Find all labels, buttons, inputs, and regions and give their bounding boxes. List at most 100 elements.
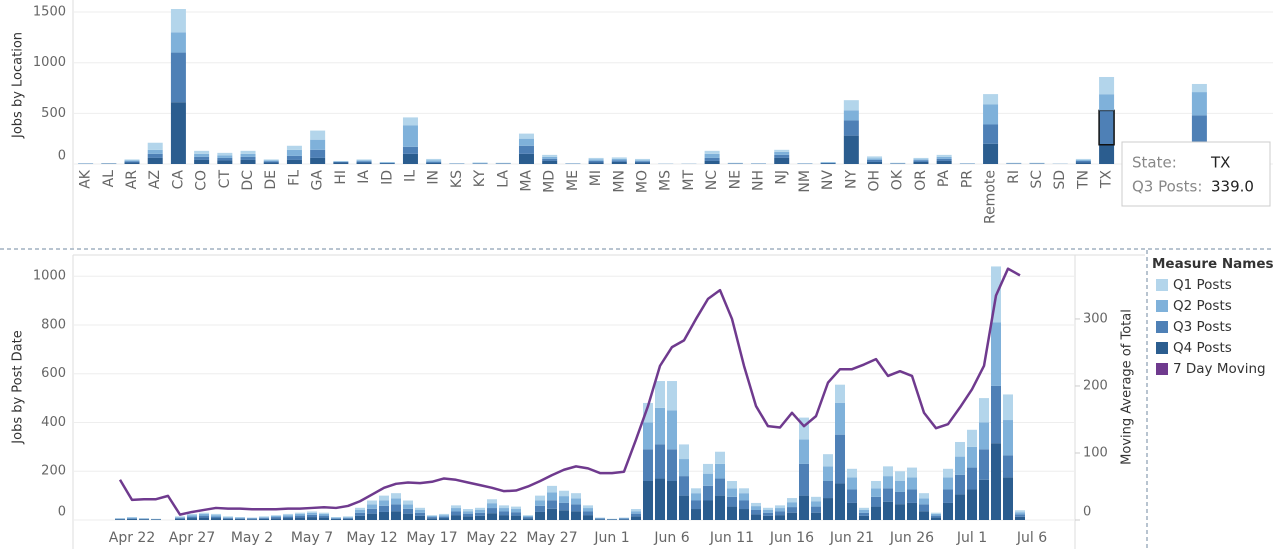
bar-segment — [523, 515, 533, 516]
bar-segment — [763, 507, 773, 511]
bar-segment — [499, 508, 509, 512]
bar-segment — [1003, 420, 1013, 456]
x-tick-label: Jun 6 — [653, 530, 689, 546]
bar-segment — [259, 517, 269, 519]
bar-segment — [295, 513, 305, 516]
bar-segment — [655, 444, 665, 479]
x-tick-label: IA — [356, 170, 372, 184]
bar-segment — [175, 516, 185, 518]
bar-segment — [170, 9, 186, 33]
bar-segment — [751, 510, 761, 515]
bar-segment — [194, 159, 210, 164]
bar-segment — [259, 517, 269, 518]
bar-segment — [1003, 455, 1013, 478]
bar-segment — [115, 519, 125, 520]
bar-segment — [1003, 477, 1013, 520]
bar-segment — [739, 500, 749, 510]
bar-segment — [194, 153, 210, 157]
bar-segment — [319, 512, 329, 514]
bar-segment — [124, 161, 140, 163]
bar-segment — [247, 518, 257, 520]
bar-segment — [307, 514, 317, 518]
bar-segment — [426, 161, 442, 163]
bar-segment — [843, 135, 859, 164]
bar-segment — [518, 145, 534, 154]
legend-label: 7 Day Moving — [1173, 361, 1266, 377]
bar-segment — [655, 381, 665, 408]
x-tick-label: AR — [124, 170, 140, 190]
x-tick-label: AZ — [147, 170, 163, 189]
bar-segment — [240, 153, 256, 157]
bar-segment — [175, 518, 185, 520]
bar-segment — [343, 517, 353, 519]
bar-segment — [415, 510, 425, 513]
bar-segment — [967, 467, 977, 490]
bar-segment — [170, 52, 186, 103]
bar-segment — [343, 516, 353, 518]
bar-segment — [703, 463, 713, 474]
bar-segment — [475, 510, 485, 513]
y-tick-label: 600 — [41, 366, 66, 381]
bar-segment — [310, 149, 326, 158]
bar-segment — [871, 496, 881, 507]
bar-segment — [355, 510, 365, 513]
bar-segment — [691, 500, 701, 510]
x-tick-label: MA — [518, 170, 534, 192]
bar-segment — [535, 500, 545, 506]
bar-segment — [542, 158, 558, 161]
x-tick-label: May 12 — [346, 530, 397, 546]
bar-segment — [571, 504, 581, 512]
x-tick-label: May 7 — [291, 530, 333, 546]
bar-segment — [139, 519, 149, 520]
bar-segment — [967, 446, 977, 468]
bar-segment — [936, 156, 952, 159]
bar-segment — [379, 163, 395, 164]
bar-segment — [127, 519, 137, 520]
bar-segment — [955, 474, 965, 495]
bar-segment — [739, 509, 749, 520]
bar-segment — [499, 511, 509, 516]
bar-segment — [588, 159, 604, 161]
bar-segment — [799, 463, 809, 496]
bar-segment — [487, 499, 497, 504]
bar-segment — [979, 479, 989, 520]
bar-segment — [391, 493, 401, 499]
bar-segment — [427, 518, 437, 520]
bar-segment — [1075, 162, 1091, 164]
bar-segment — [511, 509, 521, 513]
x-tick-label: MN — [611, 170, 627, 193]
bar-segment — [319, 517, 329, 520]
x-tick-label: May 27 — [526, 530, 577, 546]
bar-segment — [691, 493, 701, 501]
legend-label: Q3 Posts — [1173, 319, 1232, 335]
bar-segment — [913, 157, 929, 160]
bar-segment — [847, 489, 857, 503]
bar-segment — [775, 508, 785, 512]
bar-segment — [871, 480, 881, 489]
bar-segment — [823, 498, 833, 520]
x-tick-label: NH — [751, 170, 767, 191]
bar-segment — [343, 518, 353, 520]
x-tick-label: SD — [1052, 170, 1068, 190]
bar-segment — [955, 494, 965, 520]
bar-segment — [310, 130, 326, 140]
bar-segment — [883, 488, 893, 502]
bar-segment — [588, 157, 604, 160]
bar-segment — [463, 513, 473, 517]
bar-segment — [619, 519, 629, 520]
x-tick-label: OR — [913, 170, 929, 191]
bar-segment — [367, 504, 377, 509]
bar-segment — [1191, 115, 1207, 148]
legend-title: Measure Names — [1152, 256, 1273, 272]
bar-segment — [333, 162, 349, 164]
bar-segment — [194, 150, 210, 154]
bar-segment — [194, 156, 210, 160]
bar-segment — [511, 506, 521, 510]
bar-segment — [751, 502, 761, 507]
bar-segment — [487, 503, 497, 509]
bar-segment — [439, 515, 449, 517]
bar-segment — [704, 157, 720, 161]
x-tick-label: TN — [1075, 170, 1091, 190]
bar-segment — [124, 160, 140, 162]
